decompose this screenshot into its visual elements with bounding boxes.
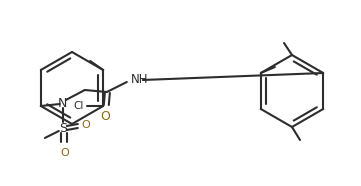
Text: NH: NH xyxy=(131,73,148,86)
Text: O: O xyxy=(82,120,91,130)
Text: Cl: Cl xyxy=(74,101,84,111)
Text: O: O xyxy=(100,110,110,123)
Text: N: N xyxy=(58,97,68,110)
Text: S: S xyxy=(59,121,67,134)
Text: O: O xyxy=(60,148,69,158)
